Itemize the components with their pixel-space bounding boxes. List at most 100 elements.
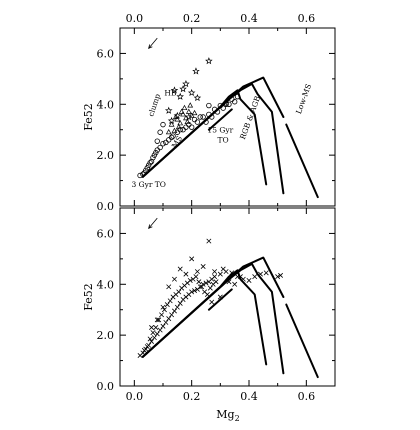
- top-data-point-circle: [203, 119, 209, 125]
- bottom-data-point-cross: [194, 269, 200, 275]
- top-data-point-circle: [186, 121, 192, 128]
- top-annotation: 3 Gyr TO: [131, 180, 166, 189]
- top-x-tick-label: 0.4: [240, 12, 258, 25]
- bottom-y-tick-label: 2.0: [97, 329, 115, 342]
- bottom-data-point-cross: [203, 280, 209, 286]
- bottom-y-tick-label: 4.0: [97, 278, 115, 291]
- bottom-data-point-cross: [192, 288, 198, 294]
- bottom-data-point-cross: [278, 272, 284, 278]
- top-data-point-circle: [200, 114, 206, 120]
- bottom-data-point-cross: [189, 289, 195, 295]
- bottom-data-point-cross: [149, 339, 155, 344]
- top-data-point-star: [187, 88, 196, 97]
- bottom-panel-tick-labels: 0.0 2.0 4.0 6.0 0.0 0.2 0.4 0.6: [97, 227, 316, 403]
- top-data-point-circle: [197, 114, 203, 120]
- bottom-y-tick-label: 0.0: [97, 380, 115, 393]
- bottom-data-point-cross: [154, 331, 160, 337]
- top-data-point-circle: [226, 101, 232, 107]
- bottom-data-point-cross: [209, 299, 215, 305]
- bottom-data-point-cross: [206, 238, 212, 244]
- bottom-data-point-cross: [164, 302, 170, 308]
- top-data-point-circle: [163, 139, 169, 146]
- bottom-data-point-cross: [166, 284, 172, 290]
- bottom-data-point-cross: [275, 274, 281, 280]
- top-data-point-triangle: [174, 116, 181, 122]
- top-data-point-triangle: [191, 109, 198, 116]
- top-data-point-circle: [140, 171, 146, 177]
- top-data-point-circle: [214, 109, 221, 115]
- bottom-isochrone-line: [207, 288, 233, 311]
- top-y-tick-label: 6.0: [97, 47, 115, 60]
- bottom-isochrone-line: [285, 303, 319, 379]
- bottom-data-point-cross: [212, 274, 218, 280]
- top-data-point-circle: [168, 134, 175, 141]
- bottom-data-point-cross: [220, 266, 226, 272]
- top-data-point-circle: [183, 124, 189, 130]
- bottom-data-point-cross: [150, 330, 156, 336]
- top-data-point-circle: [191, 116, 198, 123]
- top-data-point-triangle: [184, 118, 191, 125]
- bottom-data-point-cross: [217, 294, 223, 300]
- bottom-data-point-cross: [177, 300, 183, 306]
- top-x-tick-label: 0.6: [298, 12, 316, 25]
- bottom-data-point-cross: [141, 347, 147, 353]
- top-y-axis-label: Fe52: [82, 103, 95, 131]
- top-data-point-star: [170, 86, 179, 94]
- top-data-point-circle: [147, 160, 153, 166]
- top-data-point-triangle: [187, 102, 194, 108]
- bottom-reddening-arrowhead: [148, 224, 153, 230]
- top-data-point-star: [176, 92, 184, 100]
- top-data-point-triangle: [168, 121, 175, 127]
- top-annotation: HB: [164, 88, 177, 97]
- bottom-data-point-cross: [171, 276, 177, 282]
- bottom-data-point-cross: [151, 335, 157, 341]
- top-data-point-circle: [160, 140, 166, 147]
- x-axis-label-main: Mg: [216, 408, 234, 421]
- top-annotation: Low-MS: [294, 83, 313, 115]
- bottom-reddening-arrow: [148, 217, 158, 229]
- top-data-point-circle: [220, 105, 226, 111]
- bottom-panel-frame: [119, 207, 336, 387]
- bottom-data-point-cross: [207, 285, 213, 291]
- top-y-tick-label: 4.0: [97, 98, 115, 111]
- bottom-panel-ticks: [120, 207, 335, 387]
- top-data-point-star: [182, 79, 190, 88]
- top-annotation: TO: [217, 135, 228, 144]
- top-data-point-star: [205, 57, 213, 65]
- bottom-data-point-cross: [144, 344, 150, 350]
- top-data-point-triangle: [177, 120, 184, 126]
- bottom-data-point-cross: [176, 289, 182, 295]
- top-annotation: MS: [170, 134, 184, 150]
- bottom-data-point-cross: [252, 274, 258, 280]
- bottom-data-point-cross: [257, 271, 263, 277]
- bottom-data-point-cross: [200, 264, 206, 269]
- bottom-data-point-cross: [213, 279, 219, 285]
- top-data-point-circle: [177, 127, 183, 133]
- bottom-data-point-cross: [189, 256, 195, 262]
- top-isochrone-line: [141, 82, 285, 195]
- bottom-data-point-cross: [174, 304, 180, 310]
- top-data-point-circle: [234, 93, 241, 100]
- bottom-data-point-cross: [154, 317, 160, 323]
- top-panel-points: [137, 57, 241, 179]
- x-axis-label-subscript: 2: [235, 414, 240, 423]
- top-data-point-circle: [209, 114, 215, 120]
- top-data-point-circle: [231, 99, 238, 105]
- bottom-data-point-cross: [169, 312, 175, 318]
- bottom-x-tick-label: 0.0: [126, 390, 144, 403]
- top-data-point-circle: [188, 124, 195, 130]
- top-data-point-triangle: [188, 112, 195, 118]
- bottom-isochrone-line: [141, 256, 285, 358]
- top-data-point-star: [179, 85, 187, 93]
- top-data-point-circle: [206, 102, 212, 109]
- bottom-data-point-cross: [167, 298, 173, 304]
- top-y-tick-label: 0.0: [97, 200, 115, 213]
- top-data-point-circle: [160, 121, 166, 128]
- bottom-data-point-cross: [156, 317, 162, 323]
- top-data-point-circle: [137, 172, 143, 179]
- top-data-point-star: [193, 93, 202, 102]
- top-data-point-circle: [154, 138, 160, 144]
- top-data-point-circle: [166, 137, 172, 143]
- top-x-tick-label: 0.2: [183, 12, 201, 25]
- top-reddening-arrow: [148, 37, 158, 49]
